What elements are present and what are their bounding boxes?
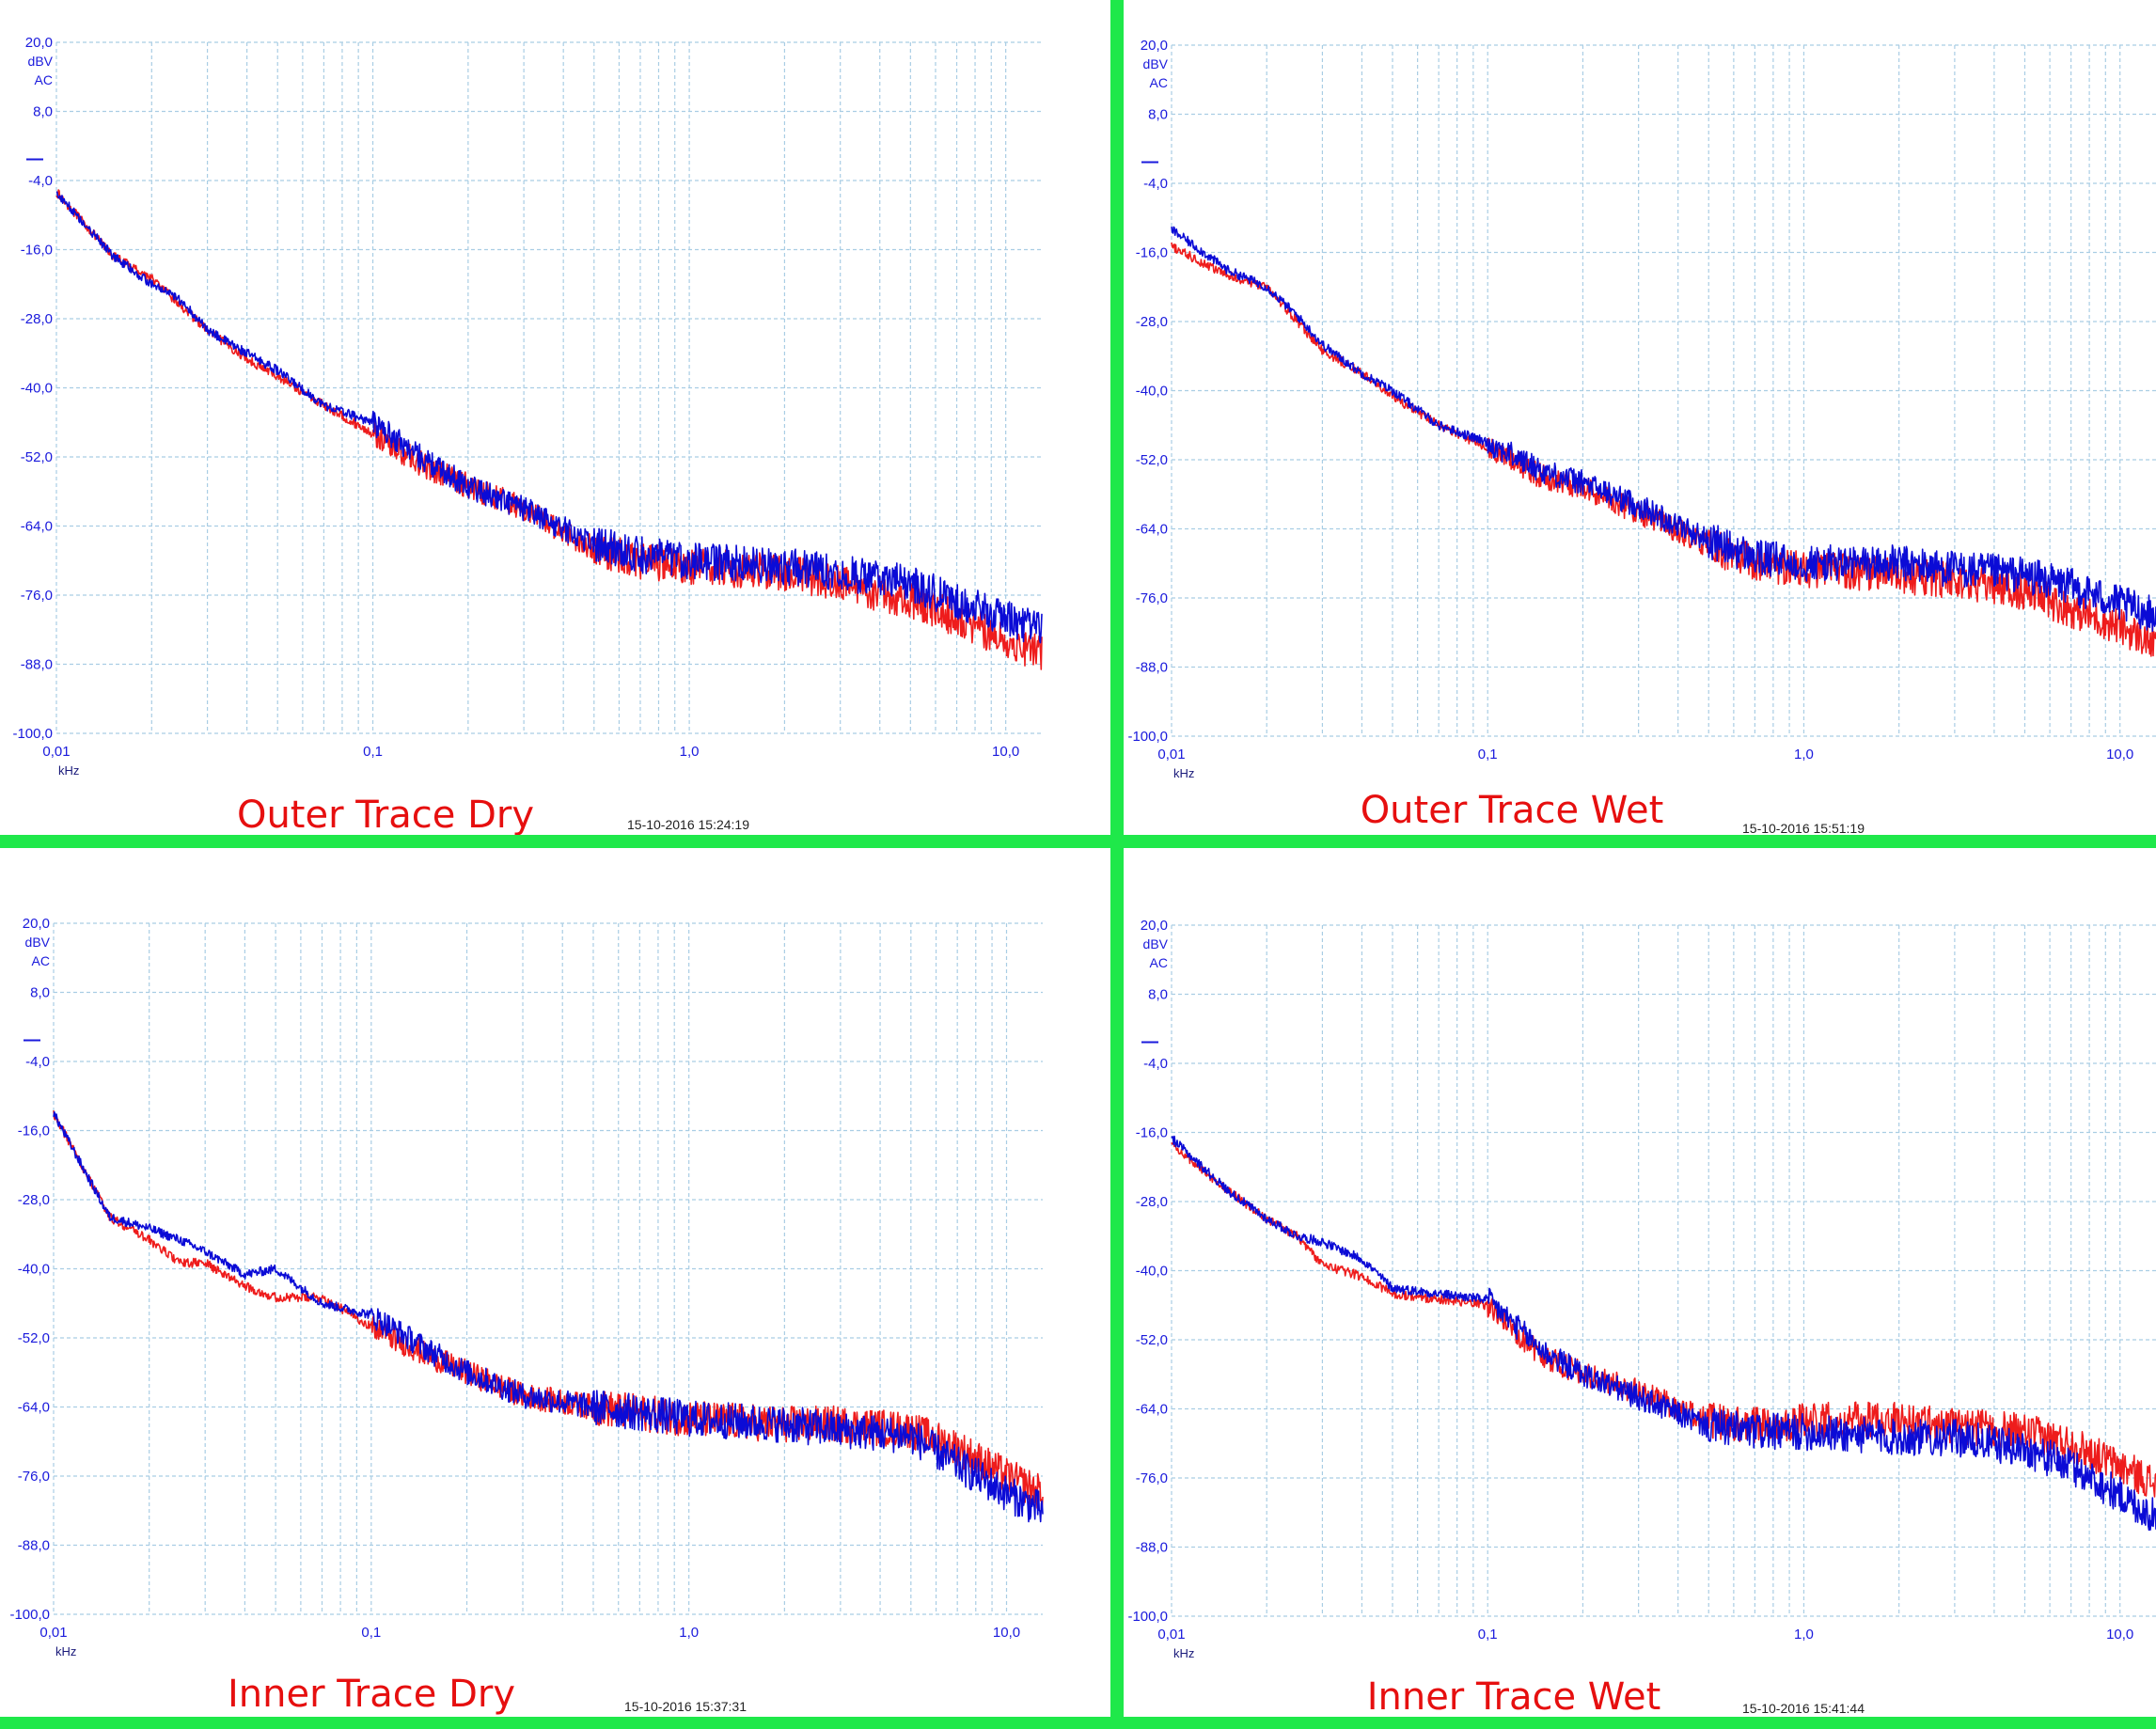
y-tick-label: 8,0 xyxy=(33,104,53,120)
timestamp: 15-10-2016 15:51:19 xyxy=(1742,821,1865,836)
y-tick-label: -4,0 xyxy=(1143,176,1168,192)
y-tick-label: -76,0 xyxy=(18,1469,50,1485)
series-blue-line xyxy=(55,191,1043,644)
x-unit-label: kHz xyxy=(1173,766,1194,780)
timestamp: 15-10-2016 15:41:44 xyxy=(1742,1701,1865,1716)
y-tick-label: -64,0 xyxy=(18,1400,50,1416)
y-tick-label: -100,0 xyxy=(9,1607,50,1623)
y-tick-label: -4,0 xyxy=(28,173,53,189)
panel-title: Inner Trace Wet xyxy=(1367,1675,1661,1719)
x-tick-label: 0,01 xyxy=(1157,1627,1185,1643)
y-unit-label: AC xyxy=(32,953,50,968)
y-tick-label: -52,0 xyxy=(21,449,53,465)
y-unit-label: dBV xyxy=(1143,936,1169,951)
x-tick-label: 0,1 xyxy=(363,744,383,760)
x-tick-label: 10,0 xyxy=(2106,747,2133,762)
y-tick-label: 8,0 xyxy=(1148,987,1168,1003)
y-tick-label: -40,0 xyxy=(21,381,53,397)
y-tick-label: -4,0 xyxy=(1143,1056,1168,1072)
panel-title: Inner Trace Dry xyxy=(228,1673,515,1716)
y-tick-label: -4,0 xyxy=(25,1054,50,1070)
y-tick-label: -52,0 xyxy=(1136,452,1168,468)
y-tick-label: -76,0 xyxy=(1136,1470,1168,1486)
x-tick-label: 1,0 xyxy=(679,1625,699,1641)
y-tick-label: 20,0 xyxy=(23,916,50,932)
x-unit-label: kHz xyxy=(1173,1646,1194,1660)
y-tick-label: -100,0 xyxy=(1127,1609,1168,1625)
y-tick-label: -76,0 xyxy=(21,588,53,604)
horizontal-divider-bottom xyxy=(0,1717,2156,1729)
y-tick-label: -40,0 xyxy=(1136,1264,1168,1280)
series-red-line xyxy=(53,1110,1044,1511)
y-tick-label: -28,0 xyxy=(1136,314,1168,330)
x-tick-label: 1,0 xyxy=(1794,747,1814,762)
y-tick-label: -28,0 xyxy=(21,311,53,327)
y-tick-label: -16,0 xyxy=(18,1124,50,1140)
vertical-divider xyxy=(1110,0,1124,1729)
y-tick-label: -88,0 xyxy=(21,657,53,673)
y-tick-label: -88,0 xyxy=(1136,660,1168,676)
y-tick-label: 20,0 xyxy=(1141,38,1168,54)
timestamp: 15-10-2016 15:24:19 xyxy=(627,817,749,832)
y-tick-label: -100,0 xyxy=(12,726,53,742)
y-unit-label: AC xyxy=(1150,75,1168,90)
x-tick-label: 1,0 xyxy=(1794,1627,1814,1643)
y-tick-label: 8,0 xyxy=(30,985,50,1001)
x-tick-label: 1,0 xyxy=(680,744,700,760)
y-tick-label: -16,0 xyxy=(1136,245,1168,261)
y-tick-label: -28,0 xyxy=(18,1192,50,1208)
chart-panel-3: 20,0 8,0 -4,0 -16,0 -28,0 -40,0 -52,0 -64,0 -76,… xyxy=(9,916,1044,1716)
timestamp: 15-10-2016 15:37:31 xyxy=(624,1699,747,1714)
y-tick-label: -28,0 xyxy=(1136,1194,1168,1210)
y-tick-label: -64,0 xyxy=(1136,522,1168,538)
x-tick-label: 10,0 xyxy=(2106,1627,2133,1643)
series-blue-line xyxy=(1171,1135,2156,1532)
y-tick-label: -64,0 xyxy=(21,519,53,535)
series-blue-line xyxy=(53,1111,1044,1523)
y-tick-label: -52,0 xyxy=(18,1330,50,1346)
y-unit-label: dBV xyxy=(1143,56,1169,71)
chart-panel-1: 20,0 8,0 -4,0 -16,0 -28,0 -40,0 -52,0 -64,0 -76,… xyxy=(12,35,1043,837)
y-tick-label: -88,0 xyxy=(18,1538,50,1554)
y-tick-label: -76,0 xyxy=(1136,590,1168,606)
x-tick-label: 0,1 xyxy=(361,1625,381,1641)
panel-title: Outer Trace Wet xyxy=(1361,789,1664,832)
x-tick-label: 0,01 xyxy=(1157,747,1185,762)
y-tick-label: -88,0 xyxy=(1136,1540,1168,1556)
chart-panel-2: 20,0 8,0 -4,0 -16,0 -28,0 -40,0 -52,0 -64,0 -76,… xyxy=(1127,38,2156,836)
panel-title: Outer Trace Dry xyxy=(237,794,534,837)
y-tick-label: -40,0 xyxy=(18,1262,50,1278)
y-tick-label: 20,0 xyxy=(25,35,53,51)
y-tick-label: 8,0 xyxy=(1148,107,1168,123)
chart-panel-4: 20,0 8,0 -4,0 -16,0 -28,0 -40,0 -52,0 -64,0 -76,… xyxy=(1127,918,2156,1719)
y-tick-label: -100,0 xyxy=(1127,729,1168,745)
x-tick-label: 0,01 xyxy=(39,1625,67,1641)
y-tick-label: -16,0 xyxy=(21,243,53,259)
x-unit-label: kHz xyxy=(58,763,79,778)
x-tick-label: 0,1 xyxy=(1478,747,1498,762)
y-tick-label: -16,0 xyxy=(1136,1125,1168,1141)
series-blue-line xyxy=(1171,226,2156,633)
horizontal-divider-middle xyxy=(0,835,2156,848)
y-unit-label: AC xyxy=(1150,955,1168,970)
x-tick-label: 10,0 xyxy=(993,1625,1020,1641)
y-tick-label: 20,0 xyxy=(1141,918,1168,934)
x-tick-label: 0,01 xyxy=(42,744,70,760)
y-unit-label: AC xyxy=(35,72,53,87)
series-red-line xyxy=(55,189,1043,670)
x-tick-label: 10,0 xyxy=(992,744,1019,760)
series-red-line xyxy=(1171,242,2156,657)
x-unit-label: kHz xyxy=(55,1644,76,1658)
y-tick-label: -52,0 xyxy=(1136,1332,1168,1348)
y-unit-label: dBV xyxy=(25,935,51,950)
y-unit-label: dBV xyxy=(28,54,54,69)
y-tick-label: -40,0 xyxy=(1136,384,1168,400)
y-tick-label: -64,0 xyxy=(1136,1402,1168,1418)
x-tick-label: 0,1 xyxy=(1478,1627,1498,1643)
